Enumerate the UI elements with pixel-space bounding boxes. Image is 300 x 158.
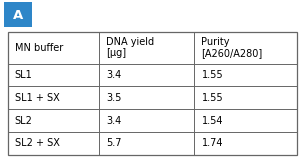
Text: 3.5: 3.5 <box>106 93 121 103</box>
Text: SL2 + SX: SL2 + SX <box>15 138 60 148</box>
Text: Purity
[A260/A280]: Purity [A260/A280] <box>202 37 263 58</box>
Text: 1.55: 1.55 <box>202 70 223 80</box>
Text: 1.74: 1.74 <box>202 138 223 148</box>
Text: SL1: SL1 <box>15 70 32 80</box>
Text: DNA yield
[µg]: DNA yield [µg] <box>106 37 154 58</box>
Text: SL2: SL2 <box>15 116 33 126</box>
Text: 1.55: 1.55 <box>202 93 223 103</box>
Text: 5.7: 5.7 <box>106 138 122 148</box>
Text: MN buffer: MN buffer <box>15 43 63 53</box>
Text: A: A <box>13 9 23 22</box>
Text: 3.4: 3.4 <box>106 70 121 80</box>
Text: 1.54: 1.54 <box>202 116 223 126</box>
Text: SL1 + SX: SL1 + SX <box>15 93 59 103</box>
Text: 3.4: 3.4 <box>106 116 121 126</box>
